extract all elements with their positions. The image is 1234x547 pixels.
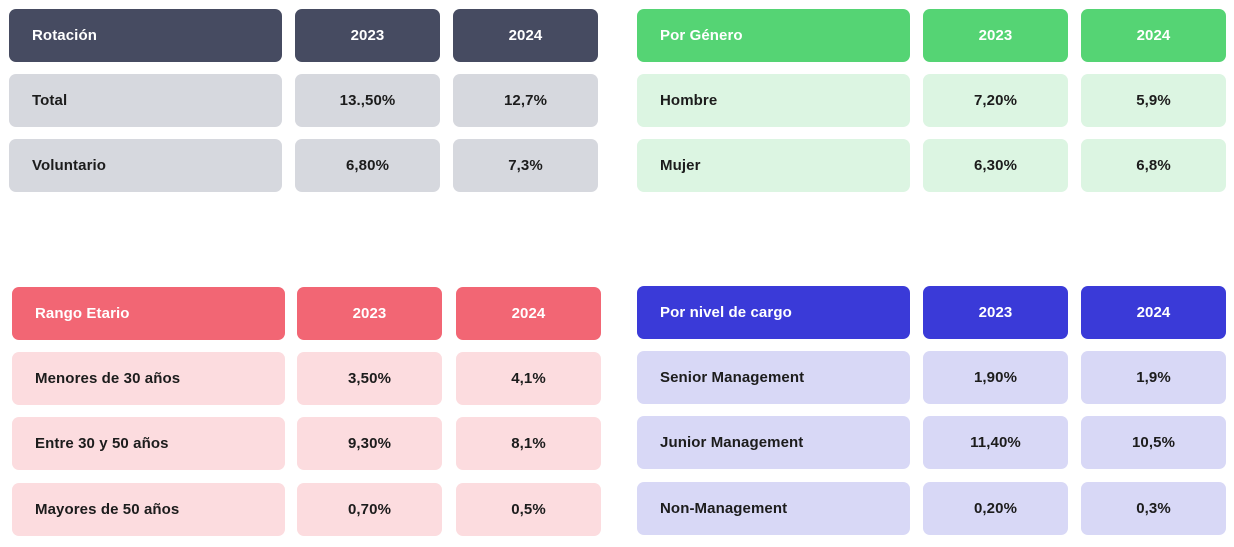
gender-row-2023: 7,20% bbox=[923, 74, 1068, 127]
job-level-row-2023: 1,90% bbox=[923, 351, 1068, 404]
gender-header-2023: 2023 bbox=[923, 9, 1068, 62]
rotation-row-2023: 13.,50% bbox=[295, 74, 440, 127]
gender-header-2024: 2024 bbox=[1081, 9, 1226, 62]
age-row-2024: 0,5% bbox=[456, 483, 601, 536]
age-header-label: Rango Etario bbox=[12, 287, 285, 340]
job-level-row-2023: 0,20% bbox=[923, 482, 1068, 535]
gender-header-label: Por Género bbox=[637, 9, 910, 62]
job-level-row-2024: 10,5% bbox=[1081, 416, 1226, 469]
gender-row-label: Hombre bbox=[637, 74, 910, 127]
gender-row-2024: 5,9% bbox=[1081, 74, 1226, 127]
rotation-row-2024: 12,7% bbox=[453, 74, 598, 127]
age-row-2024: 4,1% bbox=[456, 352, 601, 405]
rotation-row-2023: 6,80% bbox=[295, 139, 440, 192]
age-row-2024: 8,1% bbox=[456, 417, 601, 470]
gender-row-2024: 6,8% bbox=[1081, 139, 1226, 192]
rotation-row-2024: 7,3% bbox=[453, 139, 598, 192]
job-level-header-label: Por nivel de cargo bbox=[637, 286, 910, 339]
gender-row-label: Mujer bbox=[637, 139, 910, 192]
age-row-2023: 0,70% bbox=[297, 483, 442, 536]
age-row-label: Entre 30 y 50 años bbox=[12, 417, 285, 470]
job-level-row-2023: 11,40% bbox=[923, 416, 1068, 469]
age-row-2023: 9,30% bbox=[297, 417, 442, 470]
age-row-label: Menores de 30 años bbox=[12, 352, 285, 405]
job-level-row-label: Junior Management bbox=[637, 416, 910, 469]
rotation-row-label: Total bbox=[9, 74, 282, 127]
job-level-row-label: Non-Management bbox=[637, 482, 910, 535]
gender-row-2023: 6,30% bbox=[923, 139, 1068, 192]
rotation-header-label: Rotación bbox=[9, 9, 282, 62]
job-level-header-2024: 2024 bbox=[1081, 286, 1226, 339]
rotation-row-label: Voluntario bbox=[9, 139, 282, 192]
age-header-2023: 2023 bbox=[297, 287, 442, 340]
rotation-header-2023: 2023 bbox=[295, 9, 440, 62]
job-level-row-2024: 0,3% bbox=[1081, 482, 1226, 535]
age-row-2023: 3,50% bbox=[297, 352, 442, 405]
job-level-row-2024: 1,9% bbox=[1081, 351, 1226, 404]
job-level-header-2023: 2023 bbox=[923, 286, 1068, 339]
job-level-row-label: Senior Management bbox=[637, 351, 910, 404]
age-row-label: Mayores de 50 años bbox=[12, 483, 285, 536]
rotation-header-2024: 2024 bbox=[453, 9, 598, 62]
age-header-2024: 2024 bbox=[456, 287, 601, 340]
